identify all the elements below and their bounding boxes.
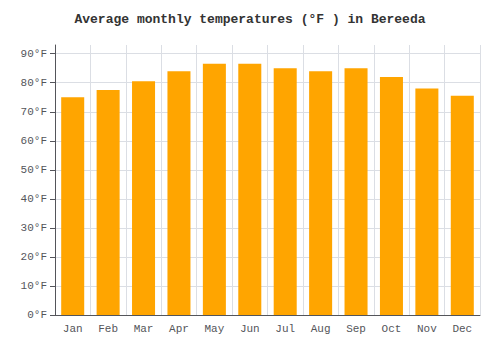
svg-text:40°F: 40°F: [21, 193, 47, 205]
svg-text:Nov: Nov: [417, 323, 437, 335]
svg-text:Jun: Jun: [240, 323, 260, 335]
svg-text:70°F: 70°F: [21, 106, 47, 118]
svg-text:0°F: 0°F: [27, 309, 47, 321]
svg-text:60°F: 60°F: [21, 135, 47, 147]
svg-text:Jul: Jul: [275, 323, 295, 335]
svg-text:Dec: Dec: [452, 323, 472, 335]
svg-text:May: May: [204, 323, 224, 335]
svg-text:90°F: 90°F: [21, 48, 47, 60]
svg-text:Oct: Oct: [382, 323, 402, 335]
svg-text:10°F: 10°F: [21, 280, 47, 292]
svg-text:80°F: 80°F: [21, 77, 47, 89]
svg-text:Aug: Aug: [311, 323, 331, 335]
svg-text:Mar: Mar: [134, 323, 154, 335]
svg-text:30°F: 30°F: [21, 222, 47, 234]
svg-text:50°F: 50°F: [21, 164, 47, 176]
svg-text:Feb: Feb: [98, 323, 118, 335]
svg-text:20°F: 20°F: [21, 251, 47, 263]
svg-text:Jan: Jan: [63, 323, 83, 335]
svg-text:Sep: Sep: [346, 323, 366, 335]
svg-text:Average monthly temperatures (: Average monthly temperatures (°F ) in Be…: [74, 12, 425, 27]
svg-text:Apr: Apr: [169, 323, 189, 335]
